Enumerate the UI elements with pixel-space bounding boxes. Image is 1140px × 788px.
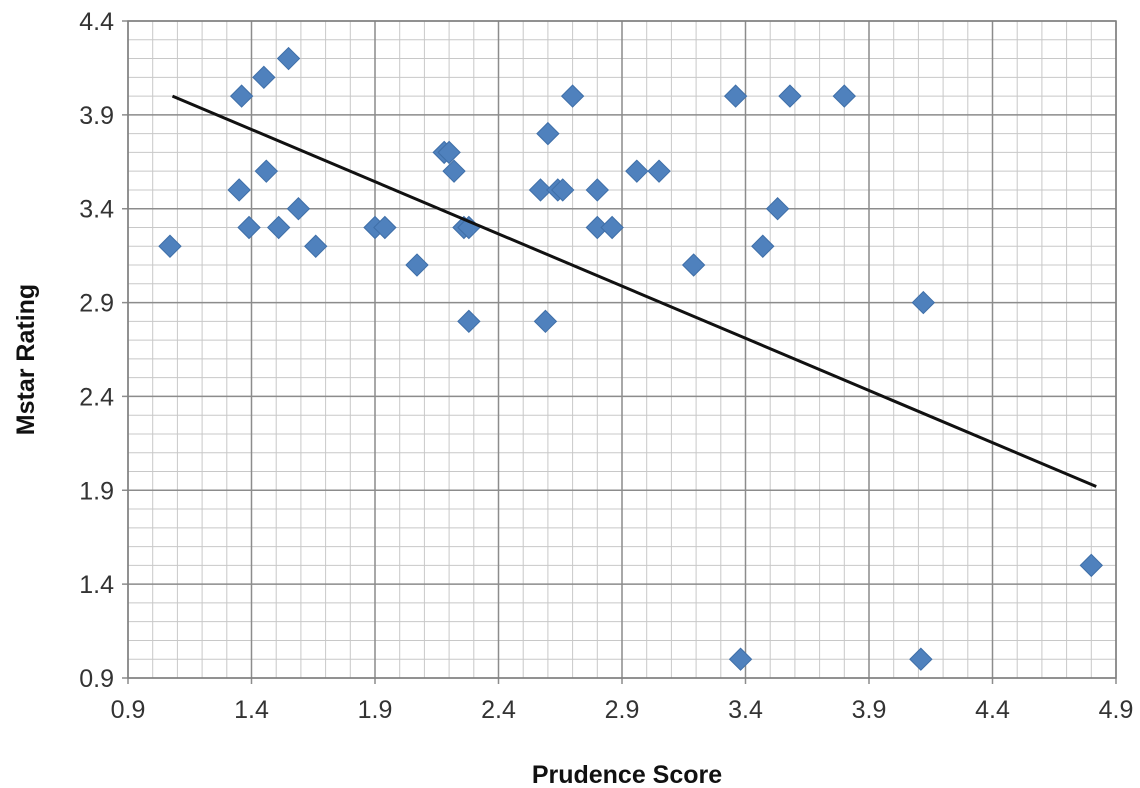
x-tick-label: 4.4 [975, 696, 1010, 724]
data-point [254, 159, 279, 183]
data-point [266, 215, 291, 240]
data-point [373, 215, 397, 240]
data-point [252, 65, 276, 90]
data-point [536, 121, 560, 146]
data-point [560, 84, 585, 108]
x-axis-title: Prudence Score [532, 761, 722, 788]
data-point [911, 290, 936, 315]
y-tick-label: 0.9 [79, 665, 114, 693]
data-point [227, 178, 251, 202]
data-point [158, 234, 182, 258]
data-point [237, 215, 261, 240]
data-point [600, 215, 624, 240]
data-point [909, 647, 933, 671]
x-axis-tick-labels: 0.9 1.4 1.9 2.4 2.9 3.4 3.9 4.4 4.9 [111, 696, 1134, 724]
data-point [723, 84, 748, 108]
y-tick-label: 3.9 [79, 102, 114, 130]
data-point [442, 159, 466, 183]
x-tick-label: 2.9 [605, 696, 640, 724]
y-tick-label: 1.4 [79, 571, 114, 599]
y-axis-tick-labels: 0.9 1.4 1.9 2.4 2.9 3.4 3.9 4.4 [79, 8, 114, 693]
x-tick-label: 0.9 [111, 696, 146, 724]
x-tick-label: 1.9 [358, 696, 393, 724]
data-point [286, 197, 311, 221]
data-point [1079, 553, 1104, 578]
x-tick-label: 1.4 [234, 696, 269, 724]
data-point [437, 140, 461, 165]
data-point [832, 84, 857, 108]
data-point [276, 46, 301, 71]
data-point [765, 197, 790, 221]
data-point [778, 84, 802, 108]
y-tick-label: 4.4 [79, 8, 114, 36]
y-tick-label: 2.4 [79, 383, 114, 411]
y-tick-label: 2.9 [79, 290, 114, 318]
trendline [171, 94, 1097, 488]
data-point [405, 253, 429, 277]
data-point [528, 178, 553, 202]
data-point [229, 84, 254, 108]
data-point [533, 309, 558, 334]
data-point [681, 253, 706, 277]
y-tick-label: 1.9 [79, 477, 114, 505]
data-point [751, 234, 775, 258]
plot-area-border [127, 20, 1117, 679]
data-point [728, 647, 753, 671]
x-tick-label: 3.9 [852, 696, 887, 724]
data-point [585, 178, 610, 202]
data-points [158, 46, 1104, 671]
y-tick-label: 3.4 [79, 196, 114, 224]
data-point [647, 159, 671, 183]
x-tick-label: 4.9 [1099, 696, 1134, 724]
data-point [625, 159, 649, 183]
y-axis-title: Mstar Rating [12, 284, 40, 435]
x-tick-label: 2.4 [481, 696, 516, 724]
data-point [551, 178, 575, 202]
x-tick-label: 3.4 [728, 696, 763, 724]
data-point [457, 309, 481, 334]
data-point [304, 234, 328, 258]
